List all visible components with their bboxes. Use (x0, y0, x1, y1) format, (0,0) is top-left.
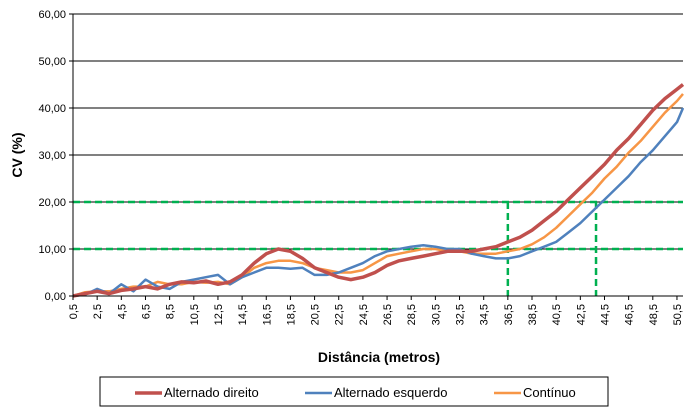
x-tick-label-2: 4,5 (116, 304, 128, 319)
x-tick-label-6: 12,5 (213, 304, 225, 325)
x-tick-label-9: 18,5 (285, 304, 297, 325)
x-tick-label-25: 50,5 (672, 304, 684, 325)
legend-label-1: Alternado esquerdo (334, 385, 447, 400)
y-tick-label-2: 20,00 (38, 197, 66, 209)
x-tick-label-15: 30,5 (430, 304, 442, 325)
x-tick-label-24: 48,5 (648, 304, 660, 325)
x-tick-label-10: 20,5 (310, 304, 322, 325)
x-tick-label-20: 40,5 (551, 304, 563, 325)
y-tick-label-3: 30,00 (38, 150, 66, 162)
x-tick-label-0: 0,5 (68, 304, 80, 319)
x-tick-label-21: 42,5 (575, 304, 587, 325)
x-tick-label-7: 14,5 (237, 304, 249, 325)
x-tick-label-16: 32,5 (455, 304, 467, 325)
x-tick-label-5: 10,5 (189, 304, 201, 325)
x-tick-label-18: 36,5 (503, 304, 515, 325)
legend-label-2: Contínuo (523, 385, 576, 400)
x-tick-label-8: 16,5 (261, 304, 273, 325)
x-tick-label-23: 46,5 (624, 304, 636, 325)
legend: Alternado direito Alternado esquerdo Contí… (99, 376, 609, 407)
y-tick-labels: 0,00 10,00 20,00 30,00 40,00 50,00 60,00 (38, 9, 73, 303)
y-axis-title: CV (%) (9, 132, 25, 177)
x-tick-label-4: 8,5 (165, 304, 177, 319)
x-tick-label-1: 2,5 (92, 304, 104, 319)
y-tick-label-1: 10,00 (38, 244, 66, 256)
y-tick-label-6: 60,00 (38, 9, 66, 21)
x-tick-label-13: 26,5 (382, 304, 394, 325)
x-tick-label-19: 38,5 (527, 304, 539, 325)
x-tick-labels: 0,5 2,5 4,5 6,5 8,5 10,5 12,5 14,5 16,5 18,5 20,5 2… (68, 296, 684, 325)
x-axis-title: Distância (metros) (318, 349, 440, 365)
x-tick-label-11: 22,5 (334, 304, 346, 325)
y-tick-label-5: 50,00 (38, 56, 66, 68)
series-line-0 (72, 83, 684, 298)
y-tick-label-0: 0,00 (45, 291, 66, 303)
y-tick-label-4: 40,00 (38, 103, 66, 115)
legend-box (99, 376, 609, 407)
series-lines (72, 83, 684, 298)
x-tick-label-17: 34,5 (479, 304, 491, 325)
x-tick-label-12: 24,5 (358, 304, 370, 325)
x-tick-label-3: 6,5 (140, 304, 152, 319)
x-tick-label-22: 44,5 (599, 304, 611, 325)
series-line-2 (72, 93, 684, 298)
legend-label-0: Alternado direito (164, 385, 259, 400)
series-line-1 (72, 107, 684, 298)
x-tick-label-14: 28,5 (406, 304, 418, 325)
